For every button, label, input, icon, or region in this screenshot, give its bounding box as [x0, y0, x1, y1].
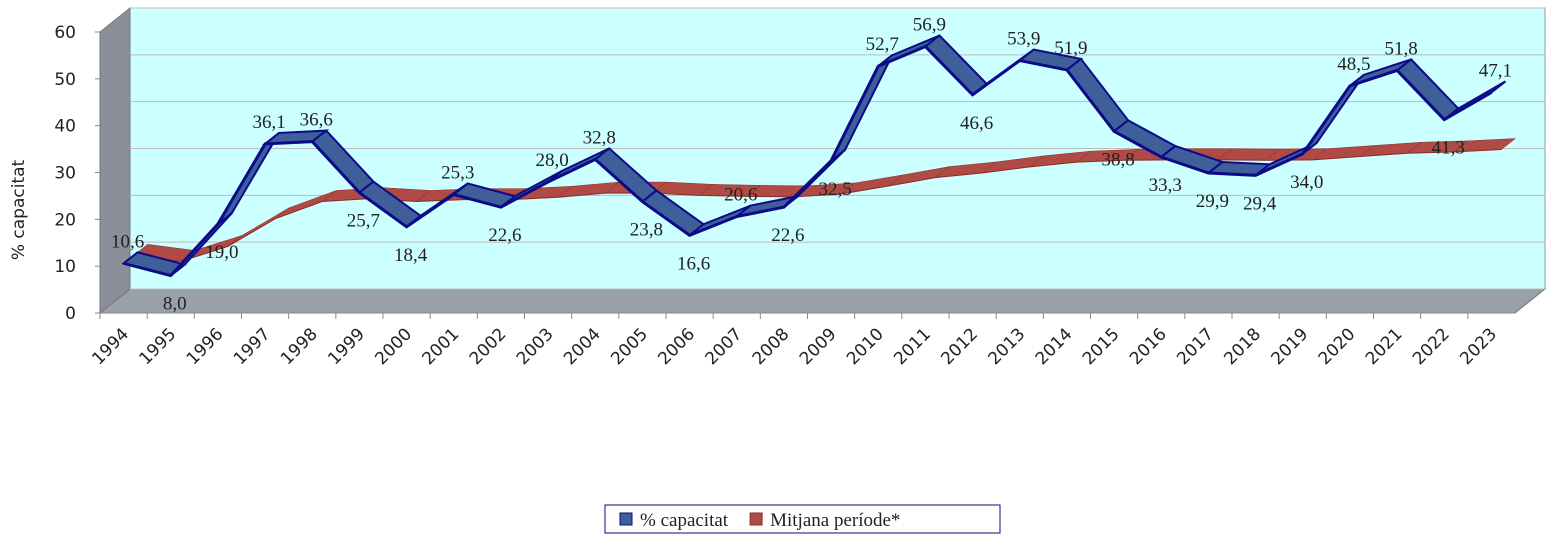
data-label: 38,8 — [1101, 149, 1134, 170]
data-label: 16,6 — [677, 253, 710, 274]
x-tick-label: 2013 — [985, 324, 1030, 369]
x-tick-label: 2001 — [419, 324, 464, 369]
data-label: 25,7 — [347, 211, 380, 232]
y-tick-label: 20 — [54, 210, 76, 230]
x-tick-label: 1997 — [230, 324, 275, 369]
y-axis-label: % capacitat — [9, 159, 29, 260]
series-0 — [121, 34, 1507, 278]
x-tick-label: 2015 — [1079, 324, 1124, 369]
data-label: 47,1 — [1479, 60, 1512, 81]
x-tick-label: 2022 — [1409, 324, 1454, 369]
data-label: 51,8 — [1384, 38, 1417, 59]
data-label: 18,4 — [394, 245, 428, 266]
legend-swatch — [619, 512, 633, 526]
legend-swatch — [749, 512, 763, 526]
data-label: 32,8 — [583, 127, 616, 148]
data-label: 52,7 — [866, 34, 899, 55]
x-tick-label: 2019 — [1268, 324, 1313, 369]
data-label: 10,6 — [111, 231, 144, 252]
y-tick-label: 40 — [54, 117, 76, 137]
x-tick-label: 1994 — [88, 324, 133, 369]
data-label: 20,6 — [724, 185, 757, 206]
data-label: 29,9 — [1196, 191, 1229, 212]
y-tick-label: 30 — [54, 164, 76, 184]
data-label: 46,6 — [960, 113, 993, 134]
x-tick-label: 2023 — [1456, 324, 1501, 369]
data-label: 22,6 — [771, 225, 804, 246]
x-tick-label: 2008 — [749, 324, 794, 369]
data-label: 36,1 — [252, 112, 285, 133]
line — [123, 44, 1493, 278]
data-label: 48,5 — [1337, 54, 1370, 75]
x-tick-label: 2011 — [890, 324, 935, 369]
y-tick-label: 10 — [54, 257, 76, 277]
legend-label: Mitjana període* — [770, 510, 900, 531]
data-label: 19,0 — [205, 242, 238, 263]
y-tick-label: 50 — [54, 70, 76, 90]
x-tick-label: 2004 — [560, 324, 605, 369]
left-wall — [99, 6, 131, 315]
data-label: 28,0 — [535, 150, 568, 171]
x-tick-label: 2002 — [466, 324, 511, 369]
floor — [98, 288, 1547, 314]
data-label: 34,0 — [1290, 172, 1323, 193]
x-tick-label: 2005 — [607, 324, 652, 369]
x-tick-label: 2020 — [1315, 324, 1360, 369]
x-tick-label: 1998 — [277, 324, 322, 369]
data-label: 25,3 — [441, 163, 474, 184]
x-tick-label: 2003 — [513, 324, 558, 369]
legend-box — [604, 504, 1001, 534]
line — [133, 149, 1502, 262]
data-label: 32,5 — [818, 179, 851, 200]
data-label: 53,9 — [1007, 29, 1040, 50]
y-tick-label: 0 — [65, 304, 76, 324]
x-tick-label: 2014 — [1032, 324, 1077, 369]
data-label: 8,0 — [163, 294, 187, 315]
data-label: 36,6 — [300, 110, 333, 131]
x-tick-label: 2021 — [1362, 324, 1407, 369]
data-label: 41,3 — [1432, 138, 1465, 159]
data-label: 23,8 — [630, 220, 663, 241]
x-tick-label: 1995 — [136, 324, 181, 369]
x-tick-label: 1996 — [183, 324, 228, 369]
x-tick-label: 2000 — [371, 324, 416, 369]
data-label: 56,9 — [913, 15, 946, 36]
data-label: 51,9 — [1054, 38, 1087, 59]
x-tick-label: 2017 — [1173, 324, 1218, 369]
x-tick-label: 2012 — [937, 324, 982, 369]
x-tick-label: 2009 — [796, 324, 841, 369]
x-tick-label: 1999 — [324, 324, 369, 369]
x-tick-label: 2006 — [654, 324, 699, 369]
x-tick-label: 2016 — [1126, 324, 1171, 369]
x-tick-label: 2010 — [843, 324, 888, 369]
data-label: 33,3 — [1149, 175, 1182, 196]
data-label: 22,6 — [488, 225, 521, 246]
data-label: 29,4 — [1243, 193, 1277, 214]
x-tick-label: 2007 — [702, 324, 747, 369]
legend-label: % capacitat — [640, 510, 729, 531]
y-tick-label: 60 — [54, 23, 76, 43]
x-tick-label: 2018 — [1220, 324, 1265, 369]
